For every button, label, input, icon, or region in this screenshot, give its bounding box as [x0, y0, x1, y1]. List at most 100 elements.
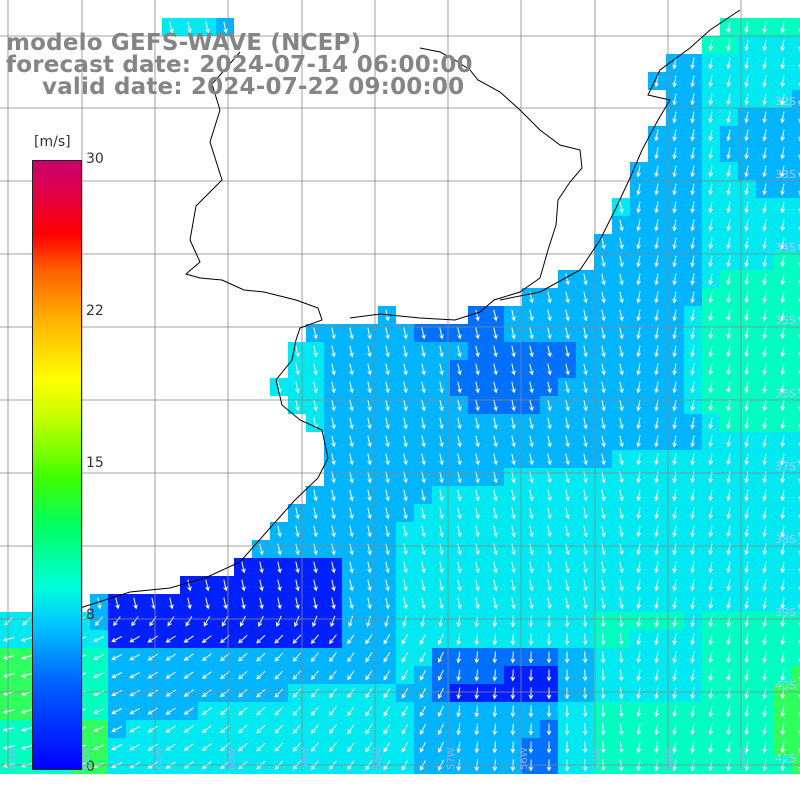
wind-arrow: [493, 453, 498, 466]
wind-arrow: [439, 561, 444, 574]
wind-arrow: [762, 57, 767, 70]
wind-arrow: [294, 615, 300, 628]
wind-arrow: [565, 273, 570, 286]
wind-cell: [792, 486, 800, 504]
wind-arrow: [475, 327, 480, 340]
wind-arrow: [93, 672, 105, 679]
wind-arrow: [726, 345, 731, 358]
wind-arrow: [726, 507, 731, 520]
wind-cell: [792, 162, 800, 180]
wind-arrow: [238, 634, 248, 644]
wind-arrow: [367, 399, 372, 412]
wind-arrow: [274, 724, 284, 734]
wind-arrow: [438, 615, 443, 628]
wind-arrow: [331, 453, 336, 466]
wind-cell: [792, 108, 800, 126]
wind-arrow: [349, 579, 354, 592]
wind-arrow: [690, 327, 695, 340]
wind-cell: [792, 720, 800, 738]
wind-arrow: [636, 255, 641, 268]
wind-arrow: [583, 399, 588, 412]
wind-arrow: [183, 635, 194, 643]
wind-arrow: [183, 743, 194, 751]
wind-arrow: [618, 615, 624, 628]
latitude-label: 37S: [775, 460, 796, 473]
wind-arrow: [762, 111, 767, 124]
wind-arrow: [256, 724, 266, 734]
wind-arrow: [618, 723, 624, 736]
longitude-label: 58W: [373, 747, 384, 770]
wind-arrow: [419, 651, 427, 663]
wind-arrow: [708, 93, 713, 106]
wind-arrow: [256, 742, 266, 752]
wind-arrow: [403, 327, 408, 340]
wind-arrow: [421, 381, 426, 394]
wind-arrow: [349, 453, 354, 466]
wind-arrow: [457, 327, 462, 340]
wind-arrow: [798, 730, 800, 736]
wind-cell: [792, 216, 800, 234]
wind-arrow: [529, 597, 534, 610]
wind-arrow: [798, 658, 800, 664]
wind-arrow: [654, 651, 659, 664]
wind-arrow: [277, 543, 282, 556]
wind-arrow: [328, 634, 337, 645]
wind-arrow: [457, 417, 462, 430]
wind-arrow: [511, 381, 516, 394]
wind-arrow: [492, 705, 498, 718]
wind-arrow: [780, 615, 785, 628]
wind-arrow: [367, 597, 372, 610]
wind-arrow: [22, 616, 32, 626]
wind-arrow: [129, 653, 141, 661]
wind-arrow: [672, 93, 677, 106]
wind-arrow: [111, 708, 123, 715]
wind-arrow: [511, 435, 516, 448]
wind-arrow: [239, 615, 246, 627]
wind-arrow: [147, 707, 158, 715]
wind-arrow: [690, 273, 695, 286]
wind-cell: [792, 36, 800, 54]
wind-arrow: [708, 705, 713, 718]
wind-cell: [792, 54, 800, 72]
wind-arrow: [744, 417, 749, 430]
wind-arrow: [385, 597, 390, 610]
wind-arrow: [365, 634, 373, 645]
colorbar-unit: [m/s]: [34, 134, 71, 150]
wind-arrow: [708, 363, 713, 376]
wind-arrow: [367, 345, 372, 358]
wind-arrow: [401, 705, 409, 717]
longitude-label: 54W: [665, 747, 676, 770]
wind-arrow: [636, 363, 641, 376]
wind-arrow: [672, 453, 677, 466]
wind-arrow: [780, 201, 785, 214]
wind-arrow: [582, 633, 588, 646]
wind-arrow: [744, 273, 749, 286]
wind-arrow: [365, 652, 373, 663]
wind-cell: [792, 324, 800, 342]
wind-arrow: [529, 327, 534, 340]
wind-arrow: [726, 741, 731, 754]
wind-arrow: [672, 327, 677, 340]
wind-arrow: [780, 111, 785, 124]
wind-arrow: [511, 489, 516, 502]
wind-arrow: [601, 417, 606, 430]
wind-arrow: [780, 345, 785, 358]
wind-arrow: [474, 741, 480, 754]
wind-arrow: [583, 507, 588, 520]
wind-arrow: [654, 255, 659, 268]
wind-arrow: [439, 327, 444, 340]
wind-arrow: [672, 75, 677, 88]
wind-arrow: [511, 345, 516, 358]
wind-arrow: [654, 525, 659, 538]
wind-arrow: [565, 561, 570, 574]
wind-arrow: [690, 93, 695, 106]
wind-arrow: [798, 352, 800, 358]
wind-arrow: [636, 219, 641, 232]
wind-arrow: [708, 417, 713, 430]
wind-arrow: [385, 435, 390, 448]
wind-arrow: [349, 417, 354, 430]
wind-arrow: [165, 689, 176, 697]
wind-arrow: [493, 327, 498, 340]
wind-cell: [792, 522, 800, 540]
